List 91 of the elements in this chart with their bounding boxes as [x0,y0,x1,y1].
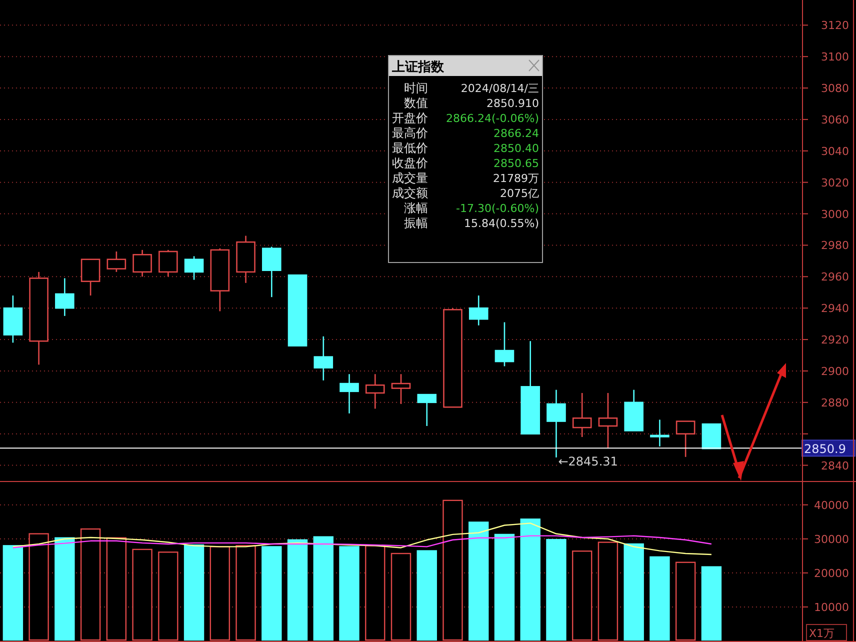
candlestick [55,278,74,317]
y-tick-label: 2880 [821,396,849,410]
line-series [12,522,712,556]
candlestick [650,419,670,448]
candlestick [676,420,696,458]
bar [210,546,230,641]
bar [132,548,152,641]
bar [28,533,49,641]
bar [106,537,127,641]
bar [572,550,592,641]
annotation: 成交额 [392,186,428,200]
annotation: 成交量 [392,171,428,185]
y-tick-label: 3100 [821,50,849,64]
y-tick-label: 20000 [814,566,849,580]
annotation: 振幅 [404,216,428,230]
candlestick [158,249,178,278]
y-tick-label: 2980 [821,239,849,252]
bar [442,500,463,641]
annotation: 涨幅 [404,201,428,215]
candlestick [391,373,411,405]
y-tick-label: 3080 [821,82,849,96]
bar [468,522,489,641]
ref-line-label: 2850.9 [804,442,846,456]
annotation: 数值 [404,96,428,110]
candlestick [598,392,618,449]
bar [339,546,360,641]
candlestick [365,373,385,410]
annotation: 2850.65 [494,157,539,170]
text: 上证指数 [391,60,445,75]
bar [546,538,566,641]
line-series [12,535,712,548]
bar [624,543,644,641]
candlestick [262,246,282,298]
bar [80,528,101,641]
bar [650,556,670,641]
annotation: 15.84(0.55%) [464,217,539,230]
annotation: 开盘价 [392,111,428,125]
candlestick [106,250,126,273]
bar [158,552,178,641]
bar [262,546,282,641]
annotation: 最高价 [392,126,428,140]
candlestick [314,336,334,382]
annotation: 2866.24 [494,127,539,140]
bar [390,552,412,641]
annotation: 21789万 [493,172,539,185]
annotation: 时间 [404,81,428,95]
annotation: -17.30(-0.60%) [456,202,539,215]
y-tick-label: 3000 [821,208,849,221]
bar [701,566,722,641]
y-tick-label: 40000 [814,498,849,512]
y-tick-label: 2840 [821,459,849,472]
annotation: 2075亿 [500,187,539,200]
bar [675,562,696,641]
candlestick [494,322,514,367]
bar [494,534,515,641]
bar [184,544,204,641]
candlestick [340,373,359,414]
bar [2,545,24,641]
y-tick-label: 3120 [821,19,849,32]
candlestick [417,394,437,427]
candlestick [468,294,488,326]
annotation: 最低价 [392,141,428,155]
candlestick [132,249,152,278]
bar [416,550,437,641]
annotation: 2850.40 [494,142,539,155]
y-tick-label: 2960 [821,270,849,284]
annotation: 2024/08/14/三 [460,82,539,95]
candlestick [184,256,204,280]
bar [520,518,540,641]
bar [365,545,386,641]
y-tick-label: 3020 [821,176,849,190]
bar [287,539,308,641]
y-axis-title: X1万 [809,627,835,640]
y-tick-label: 30000 [814,532,849,546]
y-tick-label: 3040 [821,144,849,158]
candlestick [546,389,566,458]
y-tick-label: 2900 [821,364,849,378]
annotation: 2866.24(-0.06%) [446,112,539,125]
annotation: 收盘价 [392,156,428,170]
y-tick-label: 2920 [821,334,849,347]
candlestick [572,392,592,438]
annotation: 2850.910 [486,97,539,110]
bar [313,536,334,641]
y-tick-label: 2940 [821,302,849,316]
bar [598,542,618,641]
y-tick-label: 3060 [821,113,849,126]
y-tick-label: 10000 [814,600,849,614]
candlestick [80,258,100,296]
annotation: ←2845.31 [558,454,618,468]
bar [54,537,75,641]
bar [236,545,256,641]
